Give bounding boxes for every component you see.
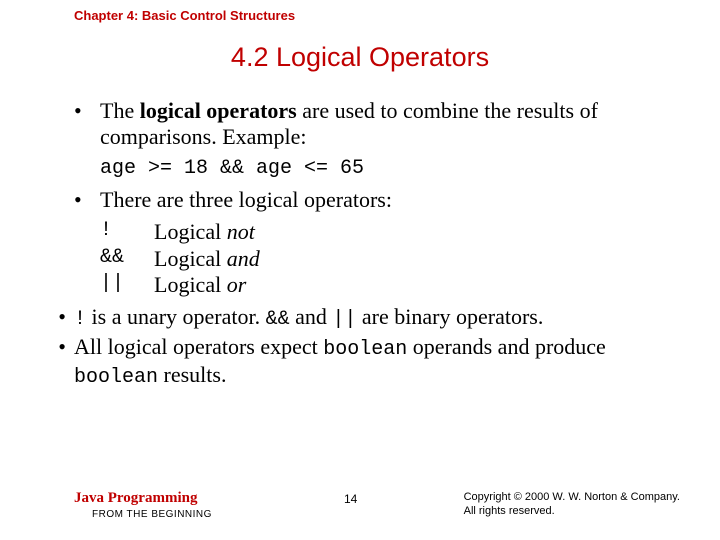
text: is a unary operator.	[86, 304, 266, 329]
text: The	[100, 98, 140, 123]
bold-term: logical operators	[140, 98, 297, 123]
text: results.	[158, 362, 226, 387]
code-inline: !	[74, 308, 86, 331]
op-desc: Logical or	[154, 272, 246, 298]
slide-title: 4.2 Logical Operators	[0, 42, 720, 73]
italic-term: or	[227, 272, 247, 297]
text: All logical operators expect	[74, 334, 323, 359]
bullet-text: There are three logical operators:	[100, 187, 680, 213]
italic-term: not	[227, 219, 255, 244]
page-number: 14	[344, 492, 357, 506]
bullet-2: • There are three logical operators:	[74, 187, 680, 213]
code-inline: &&	[266, 308, 290, 331]
bullet-mark: •	[48, 334, 74, 390]
bullet-3: • ! is a unary operator. && and || are b…	[48, 304, 680, 332]
slide-body: • The logical operators are used to comb…	[74, 98, 680, 392]
copyright-line1: Copyright © 2000 W. W. Norton & Company.	[464, 490, 680, 504]
op-symbol: &&	[100, 246, 154, 272]
text: are binary operators.	[356, 304, 543, 329]
bullet-text: ! is a unary operator. && and || are bin…	[74, 304, 680, 332]
copyright-line2: All rights reserved.	[464, 504, 680, 518]
op-desc: Logical and	[154, 246, 260, 272]
op-row-not: ! Logical not	[100, 219, 680, 245]
op-desc: Logical not	[154, 219, 255, 245]
text: Logical	[154, 219, 227, 244]
bullet-mark: •	[74, 98, 100, 151]
code-inline: boolean	[74, 366, 158, 389]
bullet-4: • All logical operators expect boolean o…	[48, 334, 680, 390]
op-row-or: || Logical or	[100, 272, 680, 298]
bullet-mark: •	[48, 304, 74, 332]
copyright: Copyright © 2000 W. W. Norton & Company.…	[464, 490, 680, 519]
italic-term: and	[227, 246, 260, 271]
text: operands and produce	[407, 334, 606, 359]
operator-table: ! Logical not && Logical and || Logical …	[100, 219, 680, 298]
op-row-and: && Logical and	[100, 246, 680, 272]
code-inline: ||	[332, 308, 356, 331]
text: Logical	[154, 272, 227, 297]
text: Logical	[154, 246, 227, 271]
bullet-mark: •	[74, 187, 100, 213]
op-symbol: !	[100, 219, 154, 245]
footer: Java Programming FROM THE BEGINNING 14 C…	[74, 490, 680, 530]
code-example: age >= 18 && age <= 65	[100, 157, 680, 181]
op-symbol: ||	[100, 272, 154, 298]
text: and	[290, 304, 333, 329]
code-inline: boolean	[323, 338, 407, 361]
bullet-text: The logical operators are used to combin…	[100, 98, 680, 151]
bullet-text: All logical operators expect boolean ope…	[74, 334, 680, 390]
chapter-header: Chapter 4: Basic Control Structures	[74, 8, 295, 23]
bullet-1: • The logical operators are used to comb…	[74, 98, 680, 151]
